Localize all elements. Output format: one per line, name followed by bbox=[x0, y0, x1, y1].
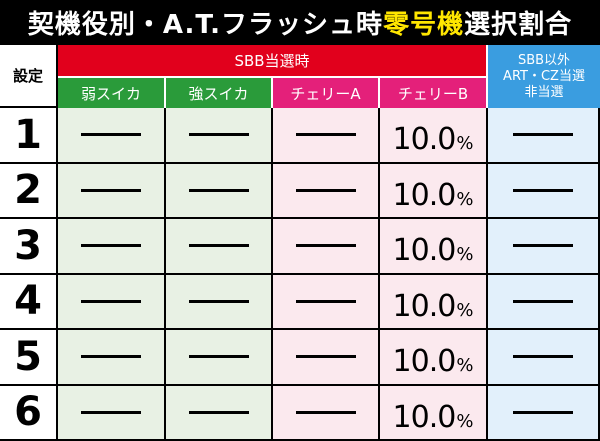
dash-mark bbox=[295, 299, 356, 303]
percent-sign: % bbox=[456, 244, 474, 266]
col-header-weak-watermelon: 弱スイカ bbox=[58, 78, 166, 108]
cell-cherry-a bbox=[273, 108, 380, 164]
cell-weak-watermelon bbox=[58, 274, 166, 330]
other-header-line3: 非当選 bbox=[524, 84, 564, 100]
dash-mark bbox=[81, 188, 141, 192]
cell-other bbox=[488, 108, 600, 164]
title-part2: 選択割合 bbox=[464, 10, 573, 40]
percentage-value: 10.0% bbox=[393, 334, 474, 379]
title-highlight: 零号機 bbox=[383, 10, 465, 40]
cell-weak-watermelon bbox=[58, 219, 166, 275]
cell-cherry-a bbox=[273, 163, 380, 219]
dash-mark bbox=[513, 299, 573, 303]
dash-mark bbox=[295, 188, 356, 192]
setting-number: 4 bbox=[0, 274, 58, 330]
col-header-cherry-b: チェリーB bbox=[380, 78, 488, 108]
cell-strong-watermelon bbox=[166, 219, 273, 275]
setting-number: 3 bbox=[0, 219, 58, 275]
dash-mark bbox=[295, 355, 356, 359]
cell-weak-watermelon bbox=[58, 163, 166, 219]
percentage-value: 10.0% bbox=[393, 112, 474, 157]
percentage-value: 10.0% bbox=[393, 390, 474, 435]
percentage-number: 10.0 bbox=[392, 344, 457, 380]
percentage-value: 10.0% bbox=[393, 223, 474, 268]
dash-mark bbox=[188, 410, 249, 414]
dash-mark bbox=[513, 410, 573, 414]
cell-strong-watermelon bbox=[166, 274, 273, 330]
col-header-strong-watermelon: 強スイカ bbox=[166, 78, 273, 108]
cell-other bbox=[488, 274, 600, 330]
page-title: 契機役別・A.T.フラッシュ時 零号機 選択割合 bbox=[0, 0, 600, 45]
title-part1: 契機役別・A.T.フラッシュ時 bbox=[27, 10, 384, 40]
dash-mark bbox=[81, 133, 141, 137]
percent-sign: % bbox=[456, 410, 474, 432]
cell-other bbox=[488, 385, 600, 441]
cell-cherry-b: 10.0% bbox=[380, 330, 488, 386]
setting-number: 6 bbox=[0, 385, 58, 441]
percent-sign: % bbox=[456, 299, 474, 321]
setting-header: 設定 bbox=[0, 45, 58, 108]
setting-number: 2 bbox=[0, 163, 58, 219]
dash-mark bbox=[81, 299, 141, 303]
percentage-number: 10.0 bbox=[392, 288, 457, 324]
cell-weak-watermelon bbox=[58, 385, 166, 441]
sbb-group-header: SBB当選時 bbox=[58, 45, 488, 78]
cell-other bbox=[488, 219, 600, 275]
dash-mark bbox=[513, 133, 573, 137]
percentage-number: 10.0 bbox=[392, 177, 457, 213]
dash-mark bbox=[188, 133, 249, 137]
cell-cherry-a bbox=[273, 219, 380, 275]
dash-mark bbox=[295, 410, 356, 414]
cell-weak-watermelon bbox=[58, 108, 166, 164]
cell-weak-watermelon bbox=[58, 330, 166, 386]
percentage-number: 10.0 bbox=[392, 122, 457, 158]
cell-other bbox=[488, 330, 600, 386]
other-header-line2: ART・CZ当選 bbox=[503, 68, 585, 84]
percent-sign: % bbox=[456, 133, 474, 155]
percentage-number: 10.0 bbox=[392, 399, 457, 435]
other-header-line1: SBB以外 bbox=[517, 52, 571, 68]
cell-cherry-a bbox=[273, 330, 380, 386]
percentage-value: 10.0% bbox=[393, 279, 474, 324]
percentage-value: 10.0% bbox=[393, 168, 474, 213]
cell-strong-watermelon bbox=[166, 108, 273, 164]
percent-sign: % bbox=[456, 188, 474, 210]
dash-mark bbox=[513, 188, 573, 192]
cell-strong-watermelon bbox=[166, 385, 273, 441]
dash-mark bbox=[513, 244, 573, 248]
cell-strong-watermelon bbox=[166, 163, 273, 219]
cell-cherry-a bbox=[273, 274, 380, 330]
cell-cherry-a bbox=[273, 385, 380, 441]
col-header-cherry-a: チェリーA bbox=[273, 78, 380, 108]
other-header: SBB以外 ART・CZ当選 非当選 bbox=[488, 45, 600, 108]
cell-cherry-b: 10.0% bbox=[380, 274, 488, 330]
setting-number: 1 bbox=[0, 108, 58, 164]
cell-cherry-b: 10.0% bbox=[380, 219, 488, 275]
dash-mark bbox=[188, 188, 249, 192]
setting-number: 5 bbox=[0, 330, 58, 386]
dash-mark bbox=[295, 244, 356, 248]
dash-mark bbox=[81, 244, 141, 248]
dash-mark bbox=[295, 133, 356, 137]
dash-mark bbox=[188, 244, 249, 248]
dash-mark bbox=[81, 355, 141, 359]
cell-strong-watermelon bbox=[166, 330, 273, 386]
cell-cherry-b: 10.0% bbox=[380, 385, 488, 441]
dash-mark bbox=[513, 355, 573, 359]
dash-mark bbox=[188, 299, 249, 303]
dash-mark bbox=[188, 355, 249, 359]
cell-cherry-b: 10.0% bbox=[380, 163, 488, 219]
cell-other bbox=[488, 163, 600, 219]
dash-mark bbox=[81, 410, 141, 414]
percent-sign: % bbox=[456, 355, 474, 377]
percentage-number: 10.0 bbox=[392, 233, 457, 269]
cell-cherry-b: 10.0% bbox=[380, 108, 488, 164]
